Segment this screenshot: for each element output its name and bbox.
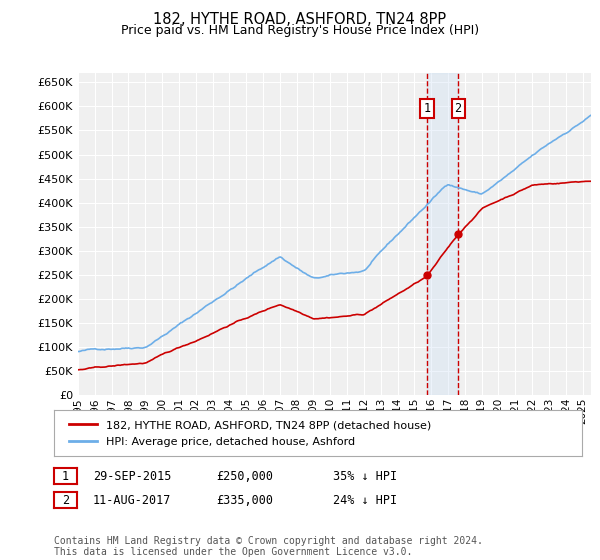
Legend: 182, HYTHE ROAD, ASHFORD, TN24 8PP (detached house), HPI: Average price, detache: 182, HYTHE ROAD, ASHFORD, TN24 8PP (deta… — [65, 416, 436, 451]
Text: Price paid vs. HM Land Registry's House Price Index (HPI): Price paid vs. HM Land Registry's House … — [121, 24, 479, 36]
Text: 182, HYTHE ROAD, ASHFORD, TN24 8PP: 182, HYTHE ROAD, ASHFORD, TN24 8PP — [154, 12, 446, 27]
Text: 2: 2 — [455, 102, 461, 115]
Text: 29-SEP-2015: 29-SEP-2015 — [93, 469, 172, 483]
Text: £250,000: £250,000 — [216, 469, 273, 483]
Text: £335,000: £335,000 — [216, 493, 273, 507]
Text: 2: 2 — [62, 493, 69, 507]
Text: 11-AUG-2017: 11-AUG-2017 — [93, 493, 172, 507]
Text: 35% ↓ HPI: 35% ↓ HPI — [333, 469, 397, 483]
Text: 24% ↓ HPI: 24% ↓ HPI — [333, 493, 397, 507]
Text: 1: 1 — [62, 469, 69, 483]
Text: Contains HM Land Registry data © Crown copyright and database right 2024.
This d: Contains HM Land Registry data © Crown c… — [54, 535, 483, 557]
Text: 1: 1 — [424, 102, 431, 115]
Bar — [427, 73, 458, 395]
